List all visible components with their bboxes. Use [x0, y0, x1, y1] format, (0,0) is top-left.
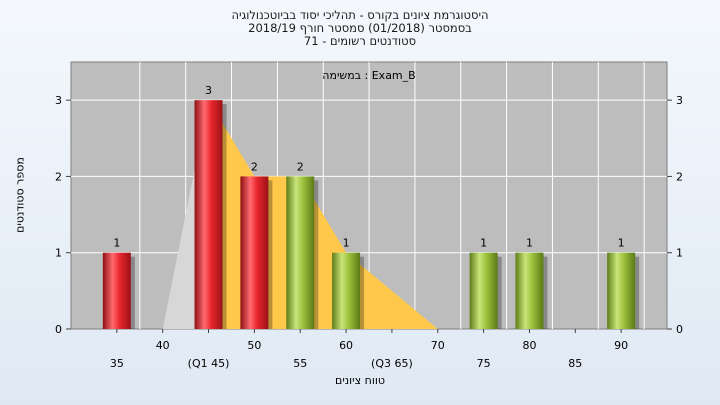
title-line-2: בסמסטר (01/2018) סמסטר חורף 2018/19	[248, 21, 472, 35]
bar-value-label: 2	[297, 160, 304, 173]
y-tick-label: 1	[55, 247, 62, 260]
bar-value-labels: 1 3 2 2 1 1 1 1	[113, 84, 624, 250]
bar-value-label: 2	[251, 160, 258, 173]
bar-value-label: 1	[343, 237, 350, 250]
x-tick-label: 70	[431, 339, 445, 352]
y-tick-label-right: 0	[676, 323, 683, 336]
x-tick-label: 80	[522, 339, 536, 352]
x-tick-label: (Q1 45)	[188, 357, 230, 370]
x-tick-label: 60	[339, 339, 353, 352]
y-tick-label: 0	[55, 323, 62, 336]
bar-value-label: 1	[480, 237, 487, 250]
bar	[240, 176, 269, 329]
y-tick-label-right: 2	[676, 170, 683, 183]
bar	[607, 252, 636, 329]
bar-value-label: 1	[526, 237, 533, 250]
x-tick-label: 40	[156, 339, 170, 352]
x-tick-label: 75	[477, 357, 491, 370]
x-tick-label: 50	[247, 339, 261, 352]
y-tick-label: 2	[55, 170, 62, 183]
x-tick-label: 35	[110, 357, 124, 370]
x-axis: 35 40 (Q1 45) 50 55 60 (Q3 65) 70 75 80 85 90	[110, 329, 628, 370]
bar	[332, 252, 361, 329]
x-tick-label: (Q3 65)	[371, 357, 413, 370]
bar	[286, 176, 315, 329]
x-tick-label: 85	[568, 357, 582, 370]
bar-value-label: 1	[113, 237, 120, 250]
x-axis-title: טווח ציונים	[335, 374, 385, 387]
bar-value-label: 3	[205, 84, 212, 97]
x-tick-label: 55	[293, 357, 307, 370]
chart-title: היסטוגרמת ציונים בקורס - תהליכי יסוד בבי…	[0, 9, 720, 48]
bars	[102, 100, 640, 330]
y-axis-title: מספר סטודנטים	[13, 157, 27, 233]
task-annotation: במשימה : Exam_B	[322, 69, 415, 82]
bar	[194, 100, 223, 330]
title-line-3: סטודנטים רשומים - 71	[303, 34, 417, 48]
bar	[102, 252, 131, 329]
x-tick-label: 90	[614, 339, 628, 352]
title-line-1: היסטוגרמת ציונים בקורס - תהליכי יסוד בבי…	[231, 8, 489, 22]
y-axis: 0 0 1 1 2 2 3 3	[55, 94, 683, 336]
y-tick-label-right: 3	[676, 94, 683, 107]
bar	[515, 252, 544, 329]
bar-value-label: 1	[618, 237, 625, 250]
y-tick-label: 3	[55, 94, 62, 107]
y-tick-label-right: 1	[676, 247, 683, 260]
bar	[469, 252, 498, 329]
